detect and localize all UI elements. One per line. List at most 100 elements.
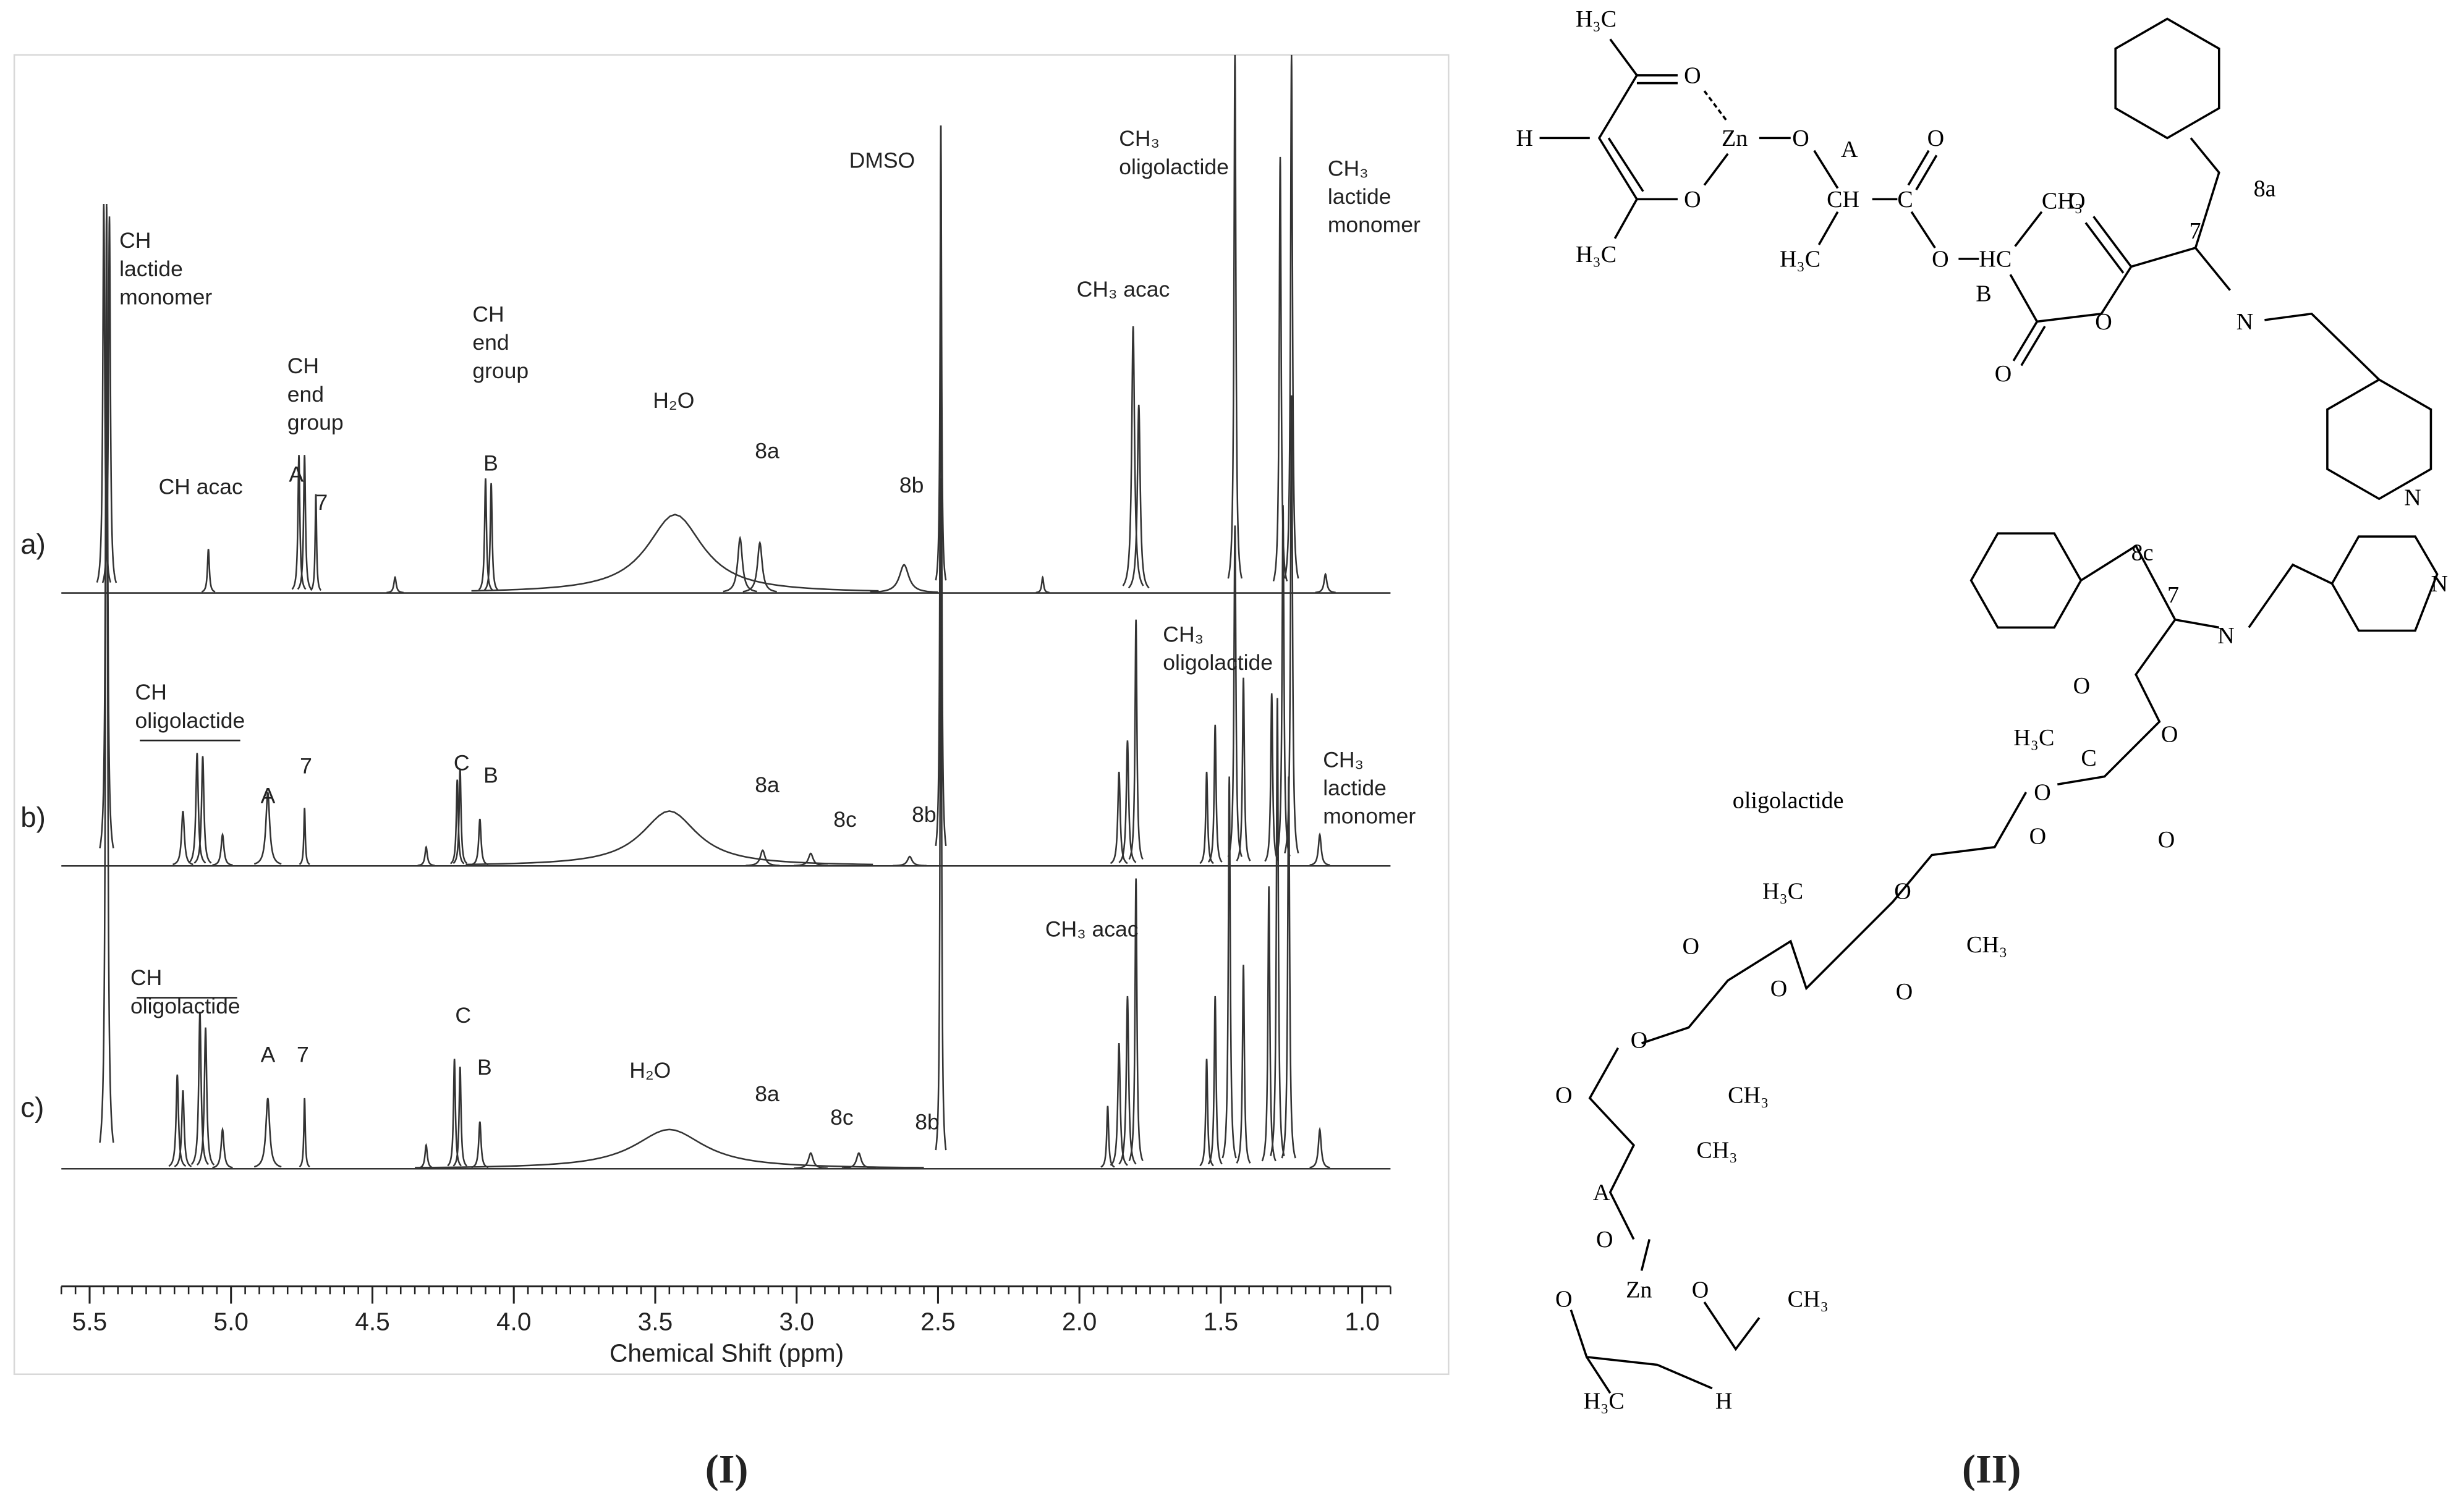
bond [2092, 216, 2133, 268]
x-tick-label: 4.5 [355, 1308, 389, 1336]
bond [2009, 247, 2231, 323]
atom-label: N [2237, 309, 2254, 335]
benzene-ring [2114, 17, 2220, 140]
bond [1613, 198, 1638, 239]
peak [1100, 1106, 1115, 1168]
atom-label: O [1555, 1287, 1573, 1313]
peak [417, 1143, 435, 1169]
bond [2190, 137, 2220, 248]
bond [1910, 211, 1936, 249]
peak [870, 564, 938, 593]
annotation-line: monomer [1323, 804, 1416, 829]
peak [212, 832, 233, 866]
peak [935, 478, 947, 1151]
atom-label: 8a [2254, 176, 2276, 201]
annotation: CH acac [159, 475, 243, 499]
annotation-line: 8c [830, 1105, 854, 1130]
atom-label: Zn [1626, 1277, 1652, 1303]
annotation: H₂O [653, 388, 694, 413]
peak [1261, 886, 1277, 1162]
annotation-line: lactide [1328, 184, 1391, 209]
annotation-line: CH [119, 228, 151, 253]
atom-label: O [2158, 827, 2175, 853]
peak [935, 125, 947, 847]
atom-label: O [1770, 976, 1788, 1002]
atom-label: CH [1827, 187, 1859, 213]
x-tick-label: 2.5 [920, 1308, 955, 1336]
annotation: 8a [755, 1081, 780, 1106]
peak [1207, 724, 1223, 863]
pyridine-ring [2326, 378, 2432, 501]
peak [1128, 619, 1144, 860]
peak [1207, 996, 1223, 1165]
atom-label: O [2161, 722, 2178, 748]
structure-bonds [1539, 17, 2439, 1394]
peak [450, 779, 465, 865]
bond [2057, 619, 2177, 786]
atom-label: CH₃ [1728, 1083, 1769, 1109]
annotation-line: B [477, 1055, 492, 1080]
atom-label: H₃C [1576, 6, 1616, 32]
annotation-line: C [454, 750, 470, 775]
annotation-line: H₂O [629, 1058, 671, 1083]
annotation: CH₃ lactide monomer [1328, 156, 1421, 237]
peak [452, 768, 468, 865]
x-tick-label: 5.5 [72, 1308, 107, 1336]
peak [1309, 1127, 1330, 1169]
peak [201, 549, 216, 593]
atom-label: O [2095, 309, 2112, 335]
atom-label: O [1631, 1028, 1648, 1054]
annotation-line: lactide [1323, 776, 1387, 800]
atom-label: O [1995, 361, 2012, 387]
annotation-line: DMSO [849, 148, 916, 173]
annotation: 8b [899, 473, 924, 497]
peak [1199, 1059, 1214, 1167]
atom-label: O [1596, 1227, 1613, 1253]
peak [483, 483, 499, 591]
panel-label: (II) [1962, 1447, 2021, 1492]
annotation: B [483, 451, 498, 476]
atom-label: C [2081, 745, 2096, 771]
peak [1128, 404, 1150, 589]
atom-label: 7 [2167, 582, 2179, 608]
atom-label: O [2073, 673, 2091, 699]
atom-label: O [1894, 879, 1911, 905]
annotation: H₂O [629, 1058, 671, 1083]
atom-label: H₃C [1780, 247, 1820, 273]
peak [452, 1067, 468, 1167]
atom-label: C [1897, 187, 1913, 213]
annotation: CH₃ oligolactide [1163, 622, 1273, 675]
annotation-line: 7 [315, 490, 328, 515]
annotation: A [261, 1043, 276, 1067]
bond [2248, 563, 2333, 628]
peak [291, 455, 307, 590]
peak [193, 756, 212, 864]
annotation-line: A [261, 1043, 276, 1067]
peak [794, 1152, 828, 1169]
x-tick-label: 4.0 [496, 1308, 531, 1336]
atom-label: H₃C [1576, 242, 1616, 268]
peak [1128, 878, 1144, 1162]
annotation: CH₃ lactide monomer [1323, 747, 1416, 828]
peak [1236, 677, 1251, 861]
atom-label: O [1683, 933, 1700, 959]
bond [2264, 312, 2380, 381]
annotation-line: CH₃ acac [1077, 277, 1170, 302]
annotation-line: CH acac [159, 475, 243, 499]
annotation-line: 8a [755, 772, 780, 797]
atom-label: CH₃ [2042, 188, 2083, 214]
atom-label: N [2217, 623, 2235, 649]
annotation-line: oligolactide [135, 708, 245, 733]
peak [1272, 156, 1288, 582]
annotation-line: 8b [912, 802, 937, 827]
peak [1284, 395, 1299, 854]
trace-label: b) [20, 802, 46, 833]
bond [2012, 321, 2038, 362]
peak [471, 818, 489, 866]
annotation-line: oligolactide [130, 994, 240, 1018]
peak [299, 808, 310, 865]
annotation-line: monomer [1328, 213, 1421, 237]
bond [1609, 38, 1678, 77]
annotation-line: CH₃ [1163, 622, 1204, 646]
